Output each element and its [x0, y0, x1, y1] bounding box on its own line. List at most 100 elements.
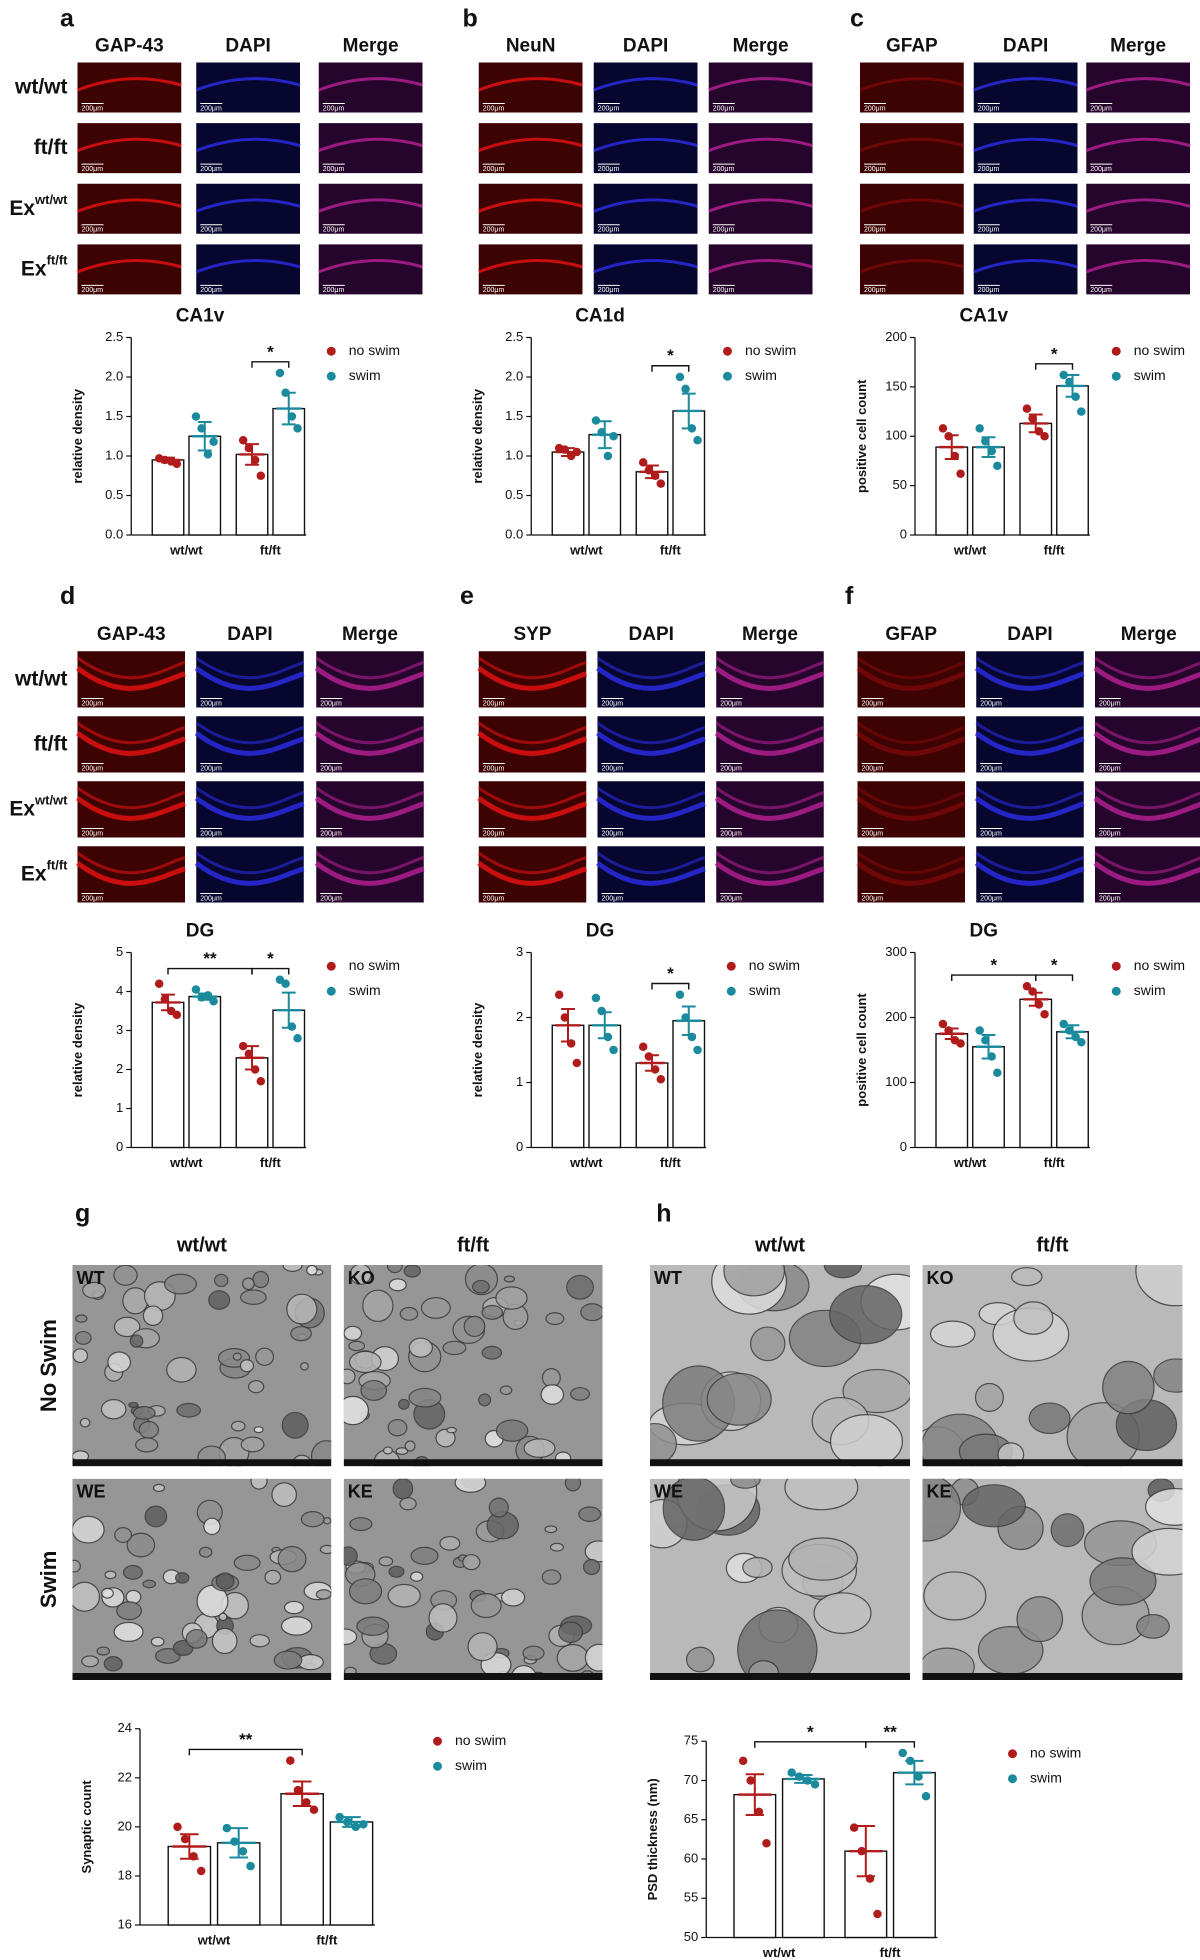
organelle	[122, 1287, 149, 1315]
organelle	[1050, 1513, 1085, 1548]
bar	[329, 1821, 374, 1926]
scale-bar-label: 200μm	[483, 765, 505, 772]
scale-bar-label: 200μm	[1099, 765, 1121, 772]
x-tick-label: ft/ft	[316, 1933, 338, 1948]
micrograph	[196, 123, 300, 174]
column-header: DAPI	[623, 35, 668, 56]
data-point	[787, 1768, 796, 1777]
x-tick-label: ft/ft	[660, 1155, 682, 1170]
organelle	[481, 1304, 504, 1320]
organelle	[1136, 1614, 1170, 1639]
data-point	[914, 1772, 923, 1781]
legend-label: no swim	[1134, 957, 1185, 973]
tissue-band	[314, 731, 425, 756]
organelle	[435, 1428, 456, 1448]
organelle	[922, 1478, 962, 1542]
data-point	[956, 1039, 965, 1048]
organelle	[500, 1588, 526, 1607]
organelle	[974, 1382, 1004, 1413]
x-tick-label: ft/ft	[260, 1155, 282, 1170]
scale-bar-label: 200μm	[980, 830, 1002, 837]
tissue-band	[596, 786, 706, 810]
organelle	[570, 1387, 590, 1401]
legend-label: no swim	[745, 342, 796, 358]
organelle	[1016, 1596, 1064, 1643]
tissue-band	[1093, 796, 1200, 821]
organelle	[122, 1564, 143, 1580]
info-strip	[922, 1459, 1183, 1467]
organelle	[842, 1368, 910, 1414]
info-strip	[343, 1673, 603, 1680]
scale-bar-label: 200μm	[713, 105, 735, 112]
organelle	[545, 1312, 565, 1326]
y-tick-label: 2.5	[505, 329, 523, 344]
scale-bar-label: 200μm	[1099, 700, 1121, 707]
scale-bar-label: 200μm	[82, 105, 104, 112]
column-header: DAPI	[227, 624, 272, 645]
scale-bar-label: 200μm	[82, 830, 104, 837]
y-tick-label: 50	[684, 1929, 698, 1944]
tissue-band	[715, 851, 825, 875]
legend-marker	[433, 1736, 442, 1746]
scale-bar-label: 200μm	[200, 105, 222, 112]
tissue-band	[76, 198, 182, 213]
em-image: KO	[343, 1265, 603, 1467]
tissue-band	[593, 137, 698, 153]
tissue-band	[1093, 666, 1200, 691]
organelle	[488, 1497, 509, 1518]
organelle	[398, 1398, 410, 1410]
organelle	[74, 1330, 92, 1345]
tissue-band	[195, 198, 301, 213]
em-image: WE	[650, 1478, 910, 1680]
legend-marker	[1111, 346, 1121, 356]
micrograph	[860, 62, 964, 113]
row-label: ft/ft	[34, 732, 68, 755]
y-tick-label: 2	[116, 1061, 123, 1076]
panel-letter: a	[60, 5, 75, 33]
y-axis-label: PSD thickness (nm)	[645, 1778, 660, 1900]
organelle	[116, 1601, 142, 1621]
y-tick-label: 18	[118, 1867, 132, 1882]
organelle	[408, 1337, 434, 1358]
bar	[935, 1033, 969, 1149]
tissue-band	[477, 721, 587, 745]
organelle	[271, 1482, 298, 1508]
tissue-band	[708, 258, 813, 274]
y-axis-label: positive cell count	[854, 993, 869, 1107]
micrograph	[860, 183, 964, 234]
organelle	[408, 1387, 442, 1408]
organelle	[1135, 1265, 1183, 1307]
organelle	[264, 1569, 282, 1585]
organelle	[107, 1351, 132, 1373]
em-image: WT	[72, 1265, 332, 1467]
organelle	[420, 1296, 451, 1319]
tissue-band	[1085, 77, 1191, 92]
y-axis-label: positive cell count	[854, 379, 869, 493]
organelle	[549, 1542, 565, 1552]
row-label-sup: ft/ft	[47, 858, 69, 873]
tissue-band	[194, 666, 305, 691]
data-point	[693, 435, 702, 445]
em-image: KE	[343, 1478, 603, 1680]
micrograph	[196, 244, 300, 295]
micrograph	[1086, 123, 1190, 174]
tissue-band	[75, 731, 186, 756]
scale-bar-label: 200μm	[483, 227, 505, 234]
scale-bar-label: 200μm	[82, 287, 104, 294]
organelle	[198, 1546, 213, 1558]
organelle	[388, 1278, 407, 1292]
y-tick-label: 24	[118, 1720, 132, 1735]
tissue-band	[973, 258, 1078, 274]
micrograph	[1086, 183, 1190, 234]
data-point	[238, 1041, 248, 1051]
organelle	[730, 1478, 761, 1489]
organelle	[176, 1402, 202, 1418]
tissue-band	[859, 198, 965, 213]
y-axis-label: relative density	[70, 1002, 85, 1097]
tissue-band	[477, 796, 587, 821]
data-point	[250, 455, 260, 465]
tissue-band	[974, 796, 1085, 821]
legend-marker	[723, 346, 732, 356]
x-tick-label: wt/wt	[569, 1155, 603, 1170]
scale-bar-label: 200μm	[978, 227, 1000, 234]
